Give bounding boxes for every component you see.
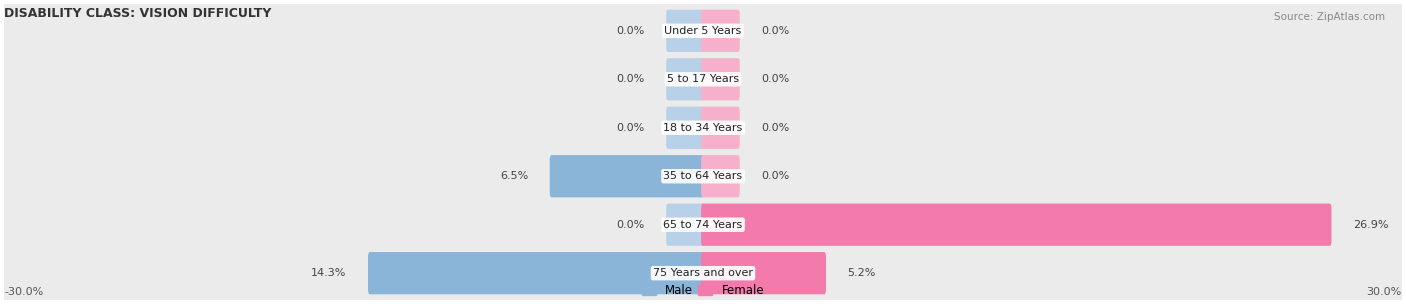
FancyBboxPatch shape (702, 155, 740, 197)
FancyBboxPatch shape (0, 0, 1406, 63)
Text: 26.9%: 26.9% (1353, 220, 1388, 230)
Text: 0.0%: 0.0% (761, 123, 790, 133)
FancyBboxPatch shape (0, 192, 1406, 257)
Text: 0.0%: 0.0% (761, 26, 790, 36)
Text: 14.3%: 14.3% (311, 268, 347, 278)
FancyBboxPatch shape (1, 51, 1405, 108)
Text: 35 to 64 Years: 35 to 64 Years (664, 171, 742, 181)
Text: 0.0%: 0.0% (761, 74, 790, 84)
Text: 65 to 74 Years: 65 to 74 Years (664, 220, 742, 230)
FancyBboxPatch shape (0, 241, 1406, 304)
FancyBboxPatch shape (0, 47, 1406, 112)
Text: 5.2%: 5.2% (848, 268, 876, 278)
FancyBboxPatch shape (702, 58, 740, 100)
FancyBboxPatch shape (1, 245, 1405, 302)
Text: 30.0%: 30.0% (1367, 287, 1402, 297)
FancyBboxPatch shape (702, 204, 1331, 246)
FancyBboxPatch shape (0, 144, 1406, 209)
FancyBboxPatch shape (666, 58, 704, 100)
Text: 0.0%: 0.0% (616, 26, 645, 36)
Text: Under 5 Years: Under 5 Years (665, 26, 741, 36)
FancyBboxPatch shape (368, 252, 704, 294)
Text: -30.0%: -30.0% (4, 287, 44, 297)
FancyBboxPatch shape (666, 107, 704, 149)
FancyBboxPatch shape (1, 148, 1405, 205)
Text: 6.5%: 6.5% (501, 171, 529, 181)
FancyBboxPatch shape (666, 204, 704, 246)
FancyBboxPatch shape (1, 99, 1405, 156)
FancyBboxPatch shape (666, 10, 704, 52)
Text: 18 to 34 Years: 18 to 34 Years (664, 123, 742, 133)
Text: 0.0%: 0.0% (616, 74, 645, 84)
FancyBboxPatch shape (0, 95, 1406, 160)
Text: 75 Years and over: 75 Years and over (652, 268, 754, 278)
FancyBboxPatch shape (550, 155, 704, 197)
Legend: Male, Female: Male, Female (641, 284, 765, 297)
Text: DISABILITY CLASS: VISION DIFFICULTY: DISABILITY CLASS: VISION DIFFICULTY (4, 7, 271, 20)
FancyBboxPatch shape (702, 252, 825, 294)
FancyBboxPatch shape (1, 196, 1405, 253)
FancyBboxPatch shape (1, 2, 1405, 59)
Text: Source: ZipAtlas.com: Source: ZipAtlas.com (1274, 12, 1385, 22)
Text: 0.0%: 0.0% (761, 171, 790, 181)
FancyBboxPatch shape (702, 107, 740, 149)
Text: 0.0%: 0.0% (616, 123, 645, 133)
Text: 5 to 17 Years: 5 to 17 Years (666, 74, 740, 84)
FancyBboxPatch shape (702, 10, 740, 52)
Text: 0.0%: 0.0% (616, 220, 645, 230)
